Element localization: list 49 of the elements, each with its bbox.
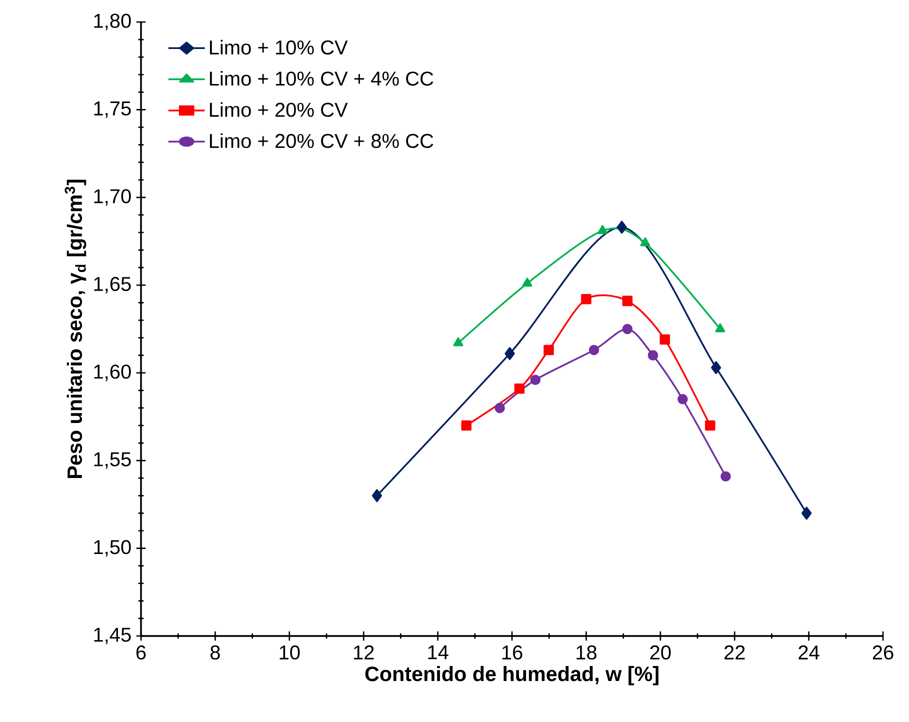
point <box>710 361 722 374</box>
x-tick-label: 12 <box>354 645 374 660</box>
point <box>372 489 382 502</box>
y-tick-label: 1,60 <box>94 364 131 382</box>
y-tick-label: 1,45 <box>94 628 131 644</box>
y-tick-label: 1,50 <box>94 540 131 557</box>
y-tick-label: 1,75 <box>94 102 131 118</box>
point <box>704 420 716 431</box>
point <box>504 347 515 360</box>
y-tick-label: 1,70 <box>94 189 131 206</box>
x-tick-label: 14 <box>428 645 448 660</box>
point <box>494 402 505 414</box>
point <box>640 237 650 246</box>
x-tick-label: 10 <box>280 645 300 660</box>
x-tick-label: 16 <box>502 645 522 660</box>
point <box>715 323 726 332</box>
point <box>453 337 464 346</box>
point <box>514 384 525 394</box>
x-tick-label: 18 <box>576 645 596 660</box>
point <box>530 374 541 386</box>
point <box>581 294 592 304</box>
point <box>588 344 600 356</box>
x-tick-label: 8 <box>210 645 220 660</box>
y-tick-label: 1,55 <box>94 452 131 469</box>
point <box>648 350 658 360</box>
x-tick-label: 24 <box>798 645 820 660</box>
legend-label: Limo + 20% CV <box>210 102 348 117</box>
legend-label: Limo + 20% CV + 8% CC <box>210 133 434 148</box>
point <box>461 420 472 431</box>
point <box>720 471 731 482</box>
y-axis-title: Peso unitario seco, γ$_{d}$ [gr/cm$^{3}$] <box>64 180 86 478</box>
point <box>522 278 532 287</box>
point <box>544 344 554 356</box>
y-tick-label: 1,65 <box>94 276 131 294</box>
point <box>802 506 812 520</box>
legend-label: Limo + 10% CV <box>210 40 348 55</box>
x-axis-title: Contenido de humedad, w [%] <box>365 666 658 686</box>
point <box>598 225 608 234</box>
y-tick-label: 1,80 <box>94 14 131 30</box>
point <box>622 296 633 306</box>
x-tick-label: 22 <box>724 645 745 660</box>
point <box>660 334 670 345</box>
x-tick-label: 20 <box>650 645 671 660</box>
point <box>622 324 633 334</box>
x-tick-label: 6 <box>136 645 146 660</box>
point <box>616 220 627 234</box>
point <box>678 394 688 404</box>
x-tick-label: 26 <box>872 645 894 660</box>
legend-label: Limo + 10% CV + 4% CC <box>210 71 434 86</box>
